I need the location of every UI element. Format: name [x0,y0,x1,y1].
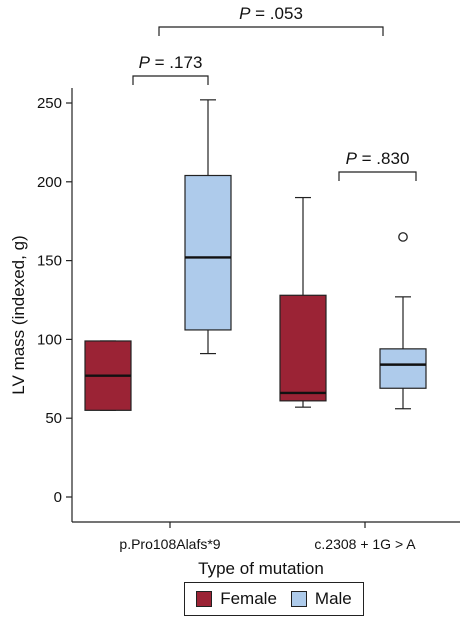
p-value-c2308-label: P = .830 [346,149,410,168]
y-tick-label: 150 [37,253,62,270]
x-tick-label: p.Pro108Alafs*9 [119,536,220,552]
p-value-pro108-label: P = .173 [139,53,203,72]
x-tick-label: c.2308 + 1G > A [314,536,416,552]
p-value-between-mutations-bracket [158,26,384,36]
box-female-1 [279,294,327,402]
x-axis-title: Type of mutation [198,559,324,578]
y-tick-label: 50 [45,410,62,427]
y-tick-label: 250 [37,95,62,112]
outlier-point-male-1 [398,232,408,242]
p-value-between-mutations-label: P = .053 [239,4,303,23]
box-plot-chart: 0 50 100 150 200 250 LV mass (indexed, g) p.Pro… [9,4,460,578]
y-tick-label: 0 [54,489,62,506]
legend-label-female: Female [220,589,277,608]
legend-swatch-female [196,591,213,607]
legend-label-male: Male [314,589,352,608]
box-male-1 [379,348,427,389]
y-tick-label: 100 [37,331,62,348]
box-male-0 [184,174,232,331]
y-axis-title: LV mass (indexed, g) [9,235,28,394]
y-tick-label: 200 [37,174,62,191]
legend-item-male: Male [290,589,352,609]
p-value-c2308-bracket [338,171,417,181]
legend: Female Male [184,582,364,616]
legend-item-female: Female [196,589,277,609]
p-value-pro108-bracket [132,75,209,85]
legend-swatch-male [290,591,307,607]
